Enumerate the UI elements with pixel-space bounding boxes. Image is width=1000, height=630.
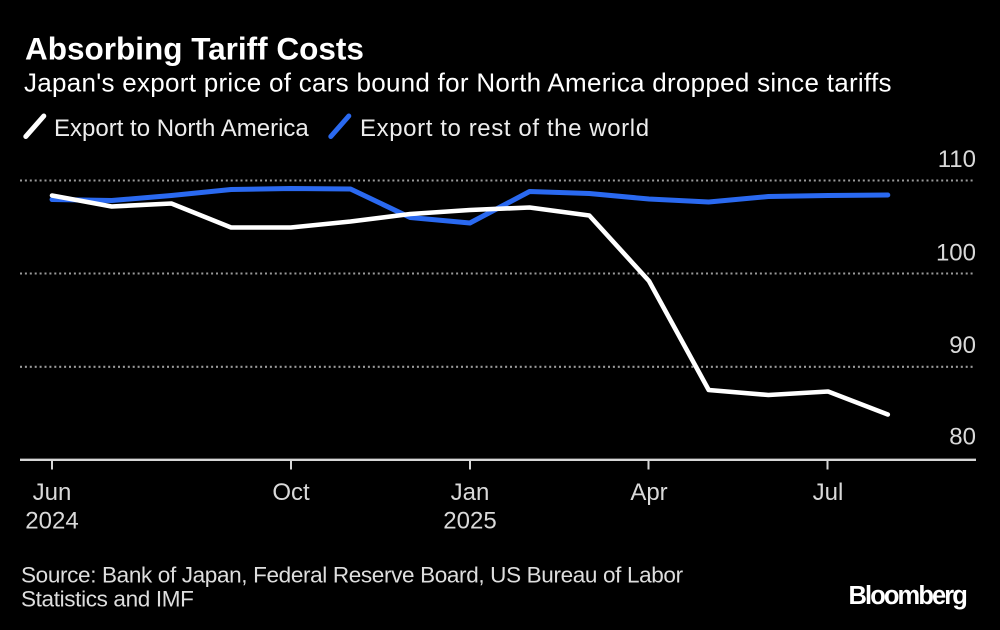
svg-text:Oct: Oct xyxy=(272,479,310,506)
svg-text:2025: 2025 xyxy=(443,508,496,535)
svg-text:2024: 2024 xyxy=(25,508,78,535)
svg-text:Source: Bank of Japan, Federal: Source: Bank of Japan, Federal Reserve B… xyxy=(21,563,684,588)
svg-text:Jan: Jan xyxy=(451,479,490,506)
svg-text:Absorbing Tariff Costs: Absorbing Tariff Costs xyxy=(25,31,364,67)
svg-text:80: 80 xyxy=(949,424,976,451)
svg-text:100: 100 xyxy=(936,240,976,267)
svg-text:Export to North America: Export to North America xyxy=(54,115,309,142)
svg-text:Japan's export price of cars b: Japan's export price of cars bound for N… xyxy=(24,68,892,98)
svg-text:Jun: Jun xyxy=(33,479,72,506)
svg-text:Jul: Jul xyxy=(813,479,844,506)
svg-text:Statistics and IMF: Statistics and IMF xyxy=(21,587,194,612)
svg-text:110: 110 xyxy=(938,146,976,173)
svg-text:Export to rest of the world: Export to rest of the world xyxy=(360,115,650,142)
svg-text:Apr: Apr xyxy=(630,479,667,506)
svg-text:Bloomberg: Bloomberg xyxy=(849,582,967,610)
svg-text:90: 90 xyxy=(949,332,976,359)
